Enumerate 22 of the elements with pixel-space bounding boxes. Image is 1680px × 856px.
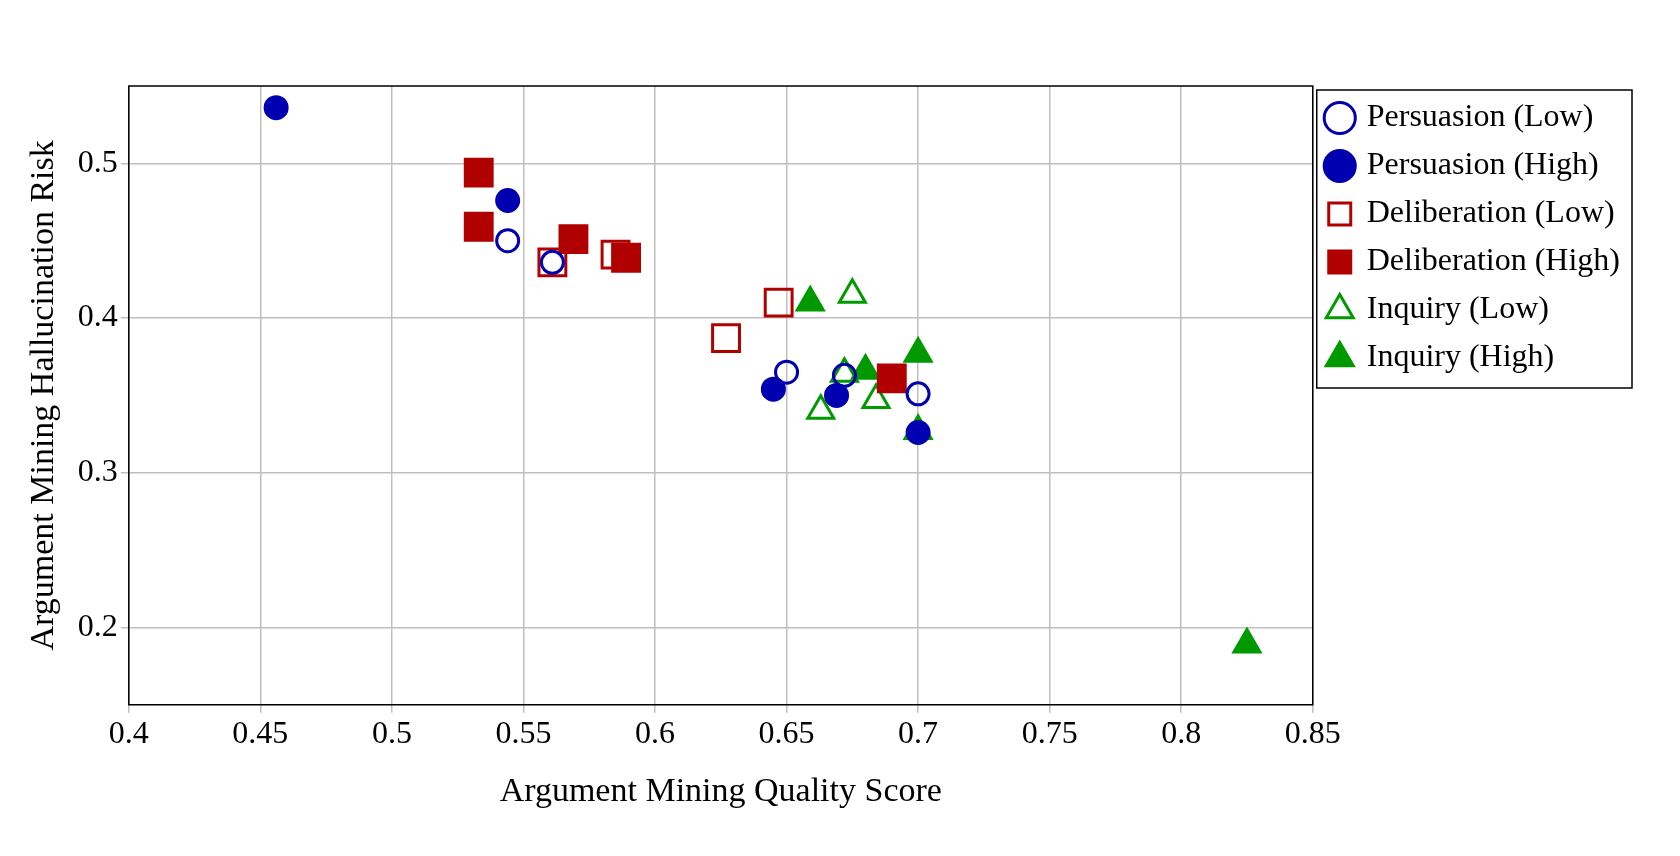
x-axis-title: Argument Mining Quality Score xyxy=(499,770,942,808)
y-tick-label: 0.2 xyxy=(77,606,118,643)
x-tick-label: 0.8 xyxy=(1161,714,1202,751)
x-tick-label: 0.55 xyxy=(495,714,552,751)
y-tick-label: 0.4 xyxy=(77,297,118,334)
x-tick-label: 0.45 xyxy=(232,714,289,751)
x-tick-label: 0.65 xyxy=(758,714,815,751)
x-tick-label: 0.6 xyxy=(635,714,675,751)
y-tick-label: 0.5 xyxy=(77,142,118,179)
x-tick-label: 0.5 xyxy=(371,714,412,751)
y-axis-title: Argument Mining Hallucination Risk xyxy=(23,140,61,651)
x-tick-label: 0.4 xyxy=(108,714,149,751)
x-tick-label: 0.85 xyxy=(1284,714,1341,751)
legend-label: Persuasion (High) xyxy=(1366,145,1599,182)
x-tick-label: 0.7 xyxy=(898,714,939,751)
legend-label: Inquiry (Low) xyxy=(1366,289,1549,326)
legend-label: Deliberation (Low) xyxy=(1366,193,1615,230)
y-tick-label: 0.3 xyxy=(77,452,118,489)
x-tick-label: 0.75 xyxy=(1021,714,1078,751)
legend-label: Inquiry (High) xyxy=(1366,337,1555,374)
legend-label: Deliberation (High) xyxy=(1366,241,1620,278)
legend-label: Persuasion (Low) xyxy=(1366,97,1594,134)
